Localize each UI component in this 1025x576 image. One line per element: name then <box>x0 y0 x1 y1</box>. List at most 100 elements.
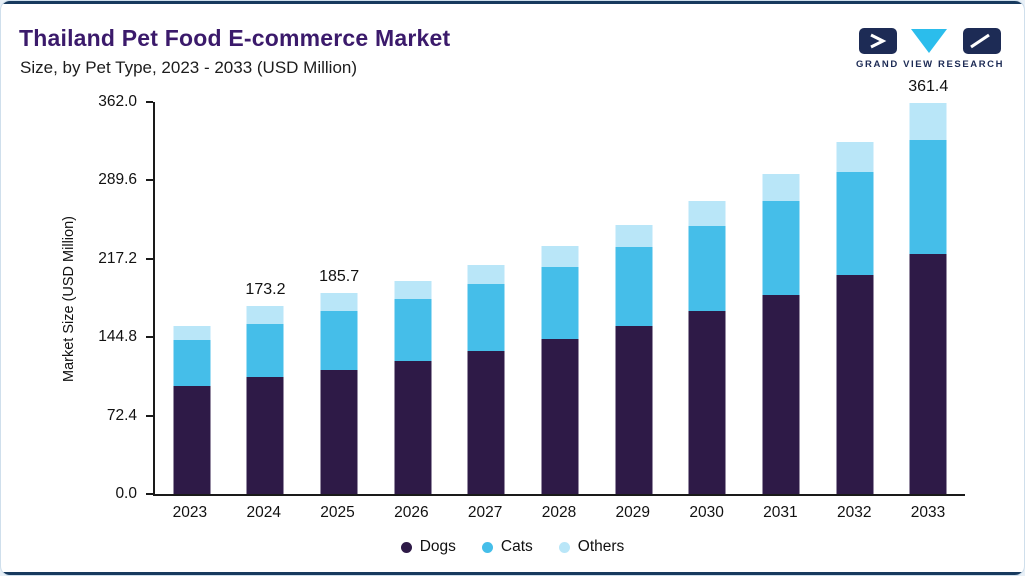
y-tick-label: 0.0 <box>115 485 137 502</box>
stacked-bar-2033 <box>909 102 947 494</box>
legend-item-dogs: Dogs <box>400 538 456 556</box>
bar-segment-cats-2026 <box>394 299 432 361</box>
bar-segment-cats-2029 <box>615 247 653 327</box>
bar-segment-cats-2024 <box>246 323 284 377</box>
bar-segment-dogs-2026 <box>394 360 432 494</box>
stacked-bar-2031 <box>762 173 800 494</box>
legend-label-cats: Cats <box>500 538 533 555</box>
bar-segment-dogs-2027 <box>467 351 505 494</box>
y-tick-label: 72.4 <box>106 406 137 424</box>
bar-column-2031 <box>744 102 818 494</box>
bar-segment-cats-2028 <box>541 266 579 340</box>
bars-container: 173.2 185.7 361.4 <box>155 78 965 494</box>
legend-label-others: Others <box>577 538 625 555</box>
x-axis-labels: 2023 2024 2025 2026 2027 2028 2029 2030 2031 2032… <box>153 504 965 522</box>
x-tick-label-2026: 2026 <box>394 504 429 521</box>
bar-column-2024: 173.2 <box>229 102 303 494</box>
grand-view-research-logo: GRAND VIEW RESEARCH <box>856 27 1004 70</box>
legend-swatch-dogs <box>400 541 412 553</box>
y-tick-mark <box>146 336 153 339</box>
bar-segment-others-2024 <box>246 306 284 324</box>
stacked-bar-2023 <box>173 326 211 494</box>
x-tick-label-2029: 2029 <box>615 504 651 521</box>
x-tick-label-2031: 2031 <box>763 504 798 521</box>
bar-segment-dogs-2023 <box>173 385 211 494</box>
bar-segment-others-2031 <box>762 173 800 201</box>
bar-segment-cats-2032 <box>836 172 874 276</box>
bar-column-2028 <box>523 102 597 494</box>
bar-column-2026 <box>376 102 450 494</box>
bar-value-label-2025: 185.7 <box>319 267 360 285</box>
bar-column-2029 <box>597 102 671 494</box>
x-tick-label-2023: 2023 <box>172 504 208 521</box>
bar-segment-others-2030 <box>688 200 726 226</box>
legend-swatch-cats <box>481 541 493 553</box>
bar-segment-others-2028 <box>541 245 579 267</box>
y-tick-label: 362.0 <box>98 93 137 110</box>
bar-segment-cats-2031 <box>762 200 800 295</box>
bar-column-2033: 361.4 <box>891 78 965 494</box>
y-axis-title: Market Size (USD Million) <box>61 216 77 382</box>
bar-segment-dogs-2033 <box>909 253 947 494</box>
bar-column-2023 <box>155 102 229 494</box>
stacked-bar-2029 <box>615 224 653 494</box>
bar-segment-dogs-2030 <box>688 311 726 494</box>
x-tick-label-2024: 2024 <box>246 504 281 521</box>
chart-subtitle: Size, by Pet Type, 2023 - 2033 (USD Mill… <box>20 58 358 77</box>
top-accent-line <box>1 1 1024 4</box>
bar-value-label-2033: 361.4 <box>908 77 949 95</box>
bar-segment-dogs-2031 <box>762 294 800 494</box>
logo-marks-icon <box>859 28 1001 54</box>
bar-segment-others-2027 <box>467 264 505 285</box>
bar-segment-others-2026 <box>394 280 432 300</box>
bar-segment-others-2033 <box>909 102 947 140</box>
bar-segment-others-2029 <box>615 224 653 248</box>
bar-segment-cats-2027 <box>467 284 505 352</box>
x-tick-label-2033: 2033 <box>910 504 946 521</box>
y-tick-mark <box>146 493 153 495</box>
logo-text: GRAND VIEW RESEARCH <box>856 59 1005 70</box>
y-tick-mark <box>146 414 153 417</box>
legend: Dogs Cats Others <box>1 538 1024 556</box>
bar-segment-dogs-2028 <box>541 339 579 494</box>
stacked-bar-2032 <box>836 142 874 494</box>
bar-segment-cats-2025 <box>320 311 358 370</box>
y-tick-label: 217.2 <box>98 249 137 267</box>
bar-segment-dogs-2029 <box>615 326 653 494</box>
legend-item-cats: Cats <box>481 538 533 556</box>
bar-segment-others-2032 <box>836 142 874 173</box>
y-tick-label: 289.6 <box>98 171 137 189</box>
bar-value-label-2024: 173.2 <box>245 281 286 299</box>
x-tick-label-2032: 2032 <box>836 504 872 521</box>
y-tick-mark <box>146 257 153 260</box>
stacked-bar-2026 <box>394 280 432 494</box>
x-tick-label-2027: 2027 <box>467 504 503 521</box>
stacked-bar-2030 <box>688 200 726 494</box>
stacked-bar-2028 <box>541 245 579 494</box>
bar-segment-others-2023 <box>173 326 211 341</box>
legend-swatch-others <box>558 541 570 553</box>
chart-title: Thailand Pet Food E-commerce Market <box>19 25 451 51</box>
bar-segment-cats-2030 <box>688 225 726 311</box>
y-tick-mark <box>146 179 153 182</box>
x-tick-label-2028: 2028 <box>541 504 577 521</box>
bar-segment-cats-2023 <box>173 340 211 386</box>
bar-segment-dogs-2025 <box>320 369 358 494</box>
bar-segment-others-2025 <box>320 292 358 311</box>
bar-column-2025: 185.7 <box>302 102 376 494</box>
bar-segment-cats-2033 <box>909 139 947 254</box>
bar-segment-dogs-2032 <box>836 275 874 494</box>
bar-column-2032 <box>818 102 892 494</box>
legend-label-dogs: Dogs <box>419 538 456 555</box>
bar-column-2027 <box>450 102 524 494</box>
y-tick-label: 144.8 <box>98 328 137 346</box>
x-tick-label-2030: 2030 <box>689 504 724 521</box>
x-tick-label-2025: 2025 <box>320 504 355 521</box>
legend-item-others: Others <box>558 538 625 556</box>
bar-segment-dogs-2024 <box>246 377 284 494</box>
stacked-bar-2027 <box>467 264 505 494</box>
bar-column-2030 <box>670 102 744 494</box>
bottom-accent-line <box>1 572 1024 575</box>
plot-area: 173.2 185.7 361.4 0.0 72.4 144.8 217.2 289.6 36… <box>98 78 965 502</box>
